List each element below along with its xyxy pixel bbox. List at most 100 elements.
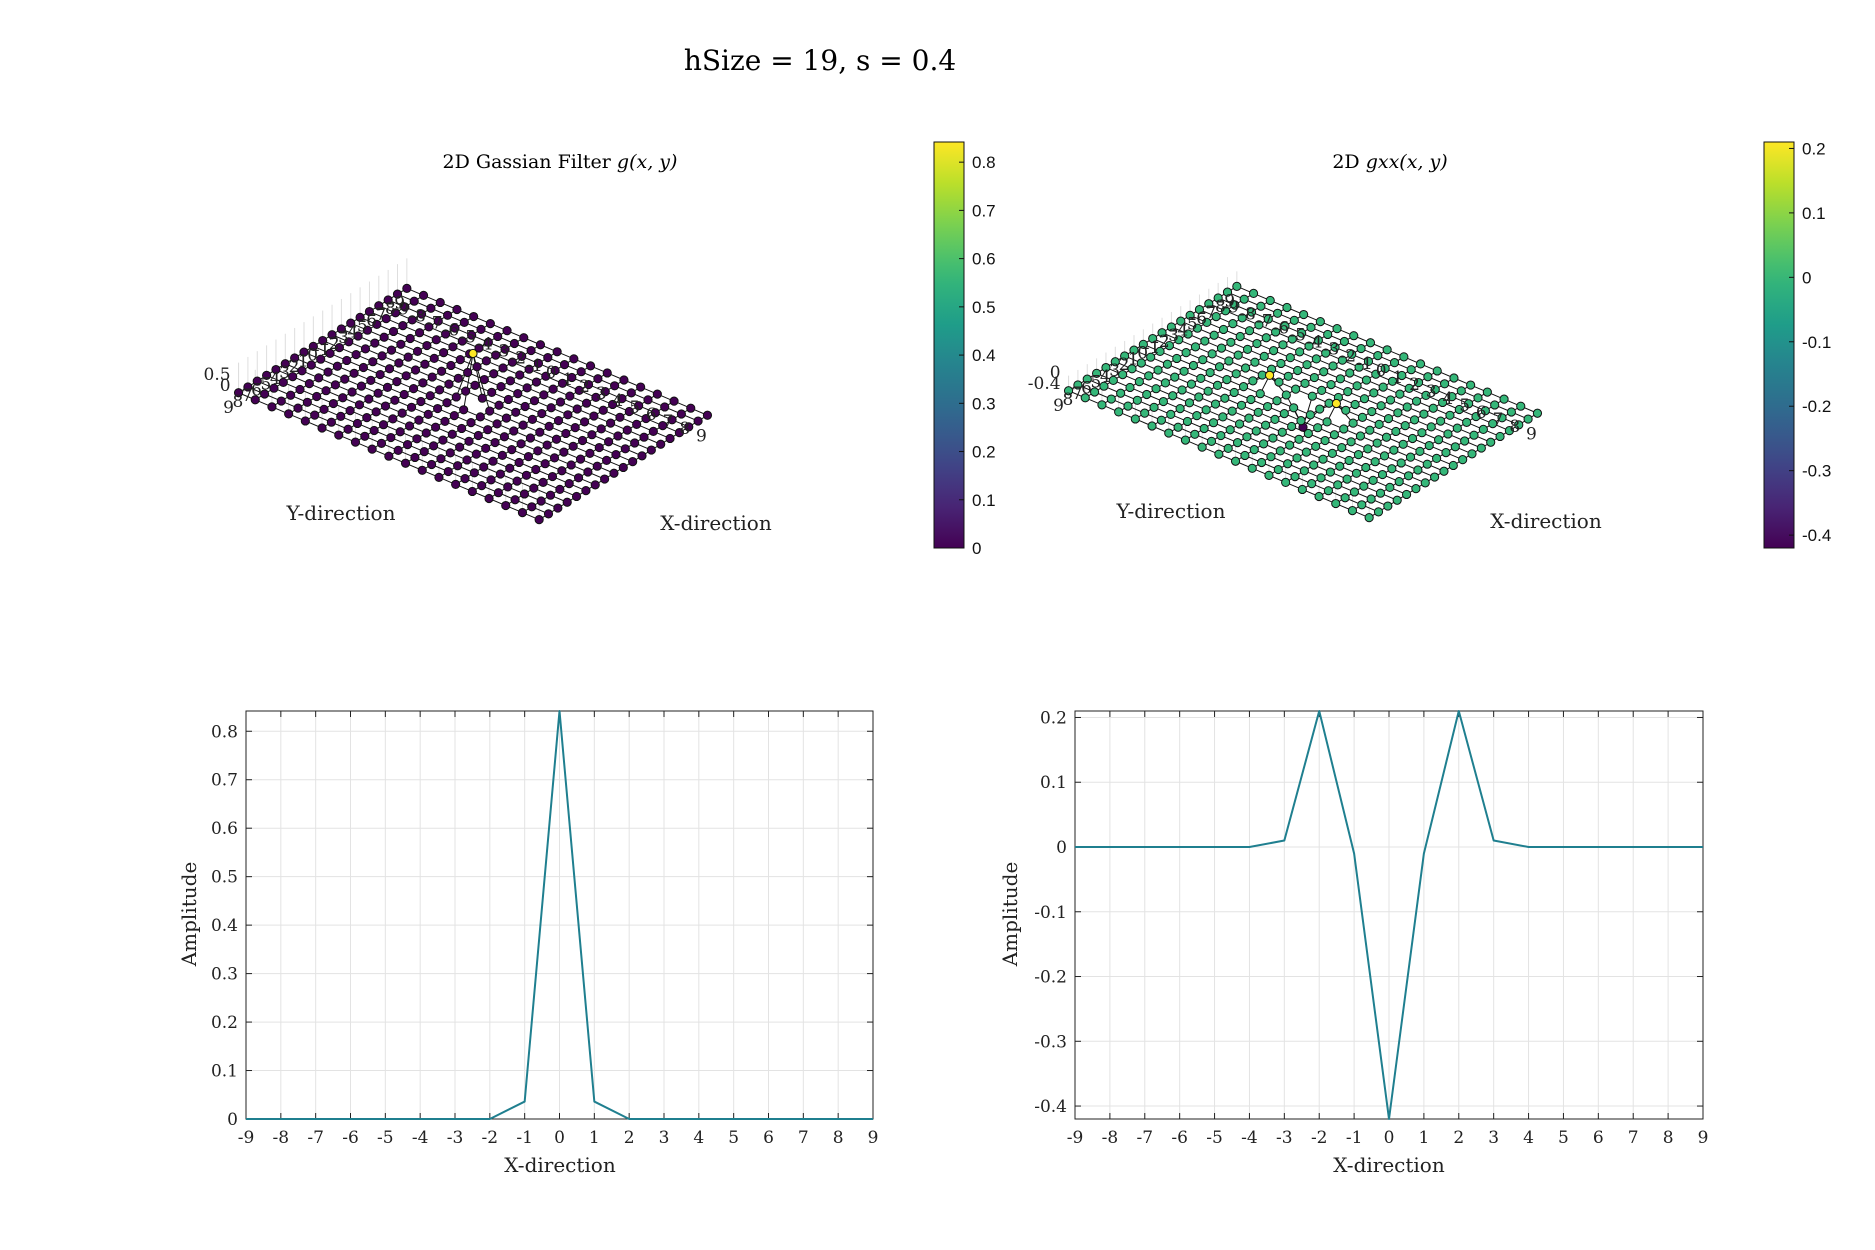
data-point [1106,394,1116,404]
data-point [477,393,487,403]
data-point [1331,498,1341,509]
data-point [1177,385,1187,395]
data-point [602,455,612,465]
data-point [338,393,348,403]
data-point [1196,373,1206,383]
data-point [1327,448,1338,458]
colorbar-tick-label: 0.6 [972,250,996,269]
data-point [1242,432,1252,442]
data-point [1488,419,1498,429]
data-point [1497,413,1507,423]
data-point [435,385,445,395]
data-point [400,302,410,312]
data-point [470,380,480,390]
data-point [1204,299,1214,309]
data-point [1316,473,1326,483]
data-point [399,389,409,400]
x-tick-label: -1 [1356,354,1373,374]
data-point [1202,317,1212,327]
data-point [1339,424,1349,434]
data-point [1504,426,1515,436]
data-point [1108,375,1118,385]
data-point [440,416,450,426]
figure-title: hSize = 19, s = 0.4 [684,44,956,77]
surface-tick-labels: -9-9-8-8-7-7-6-6-5-5-4-4-3-3-2-2-1-10011… [204,293,707,446]
data-point [330,380,340,390]
data-point [567,372,577,383]
data-point [1274,377,1284,387]
data-point [308,341,318,351]
surface-ylabel: Y-direction [286,501,396,525]
data-point [1359,394,1370,404]
x-tick-label: 8 [679,419,690,439]
data-point [1266,452,1276,462]
data-point [358,362,369,373]
data-point [1265,370,1275,380]
data-point [1436,416,1446,426]
data-point [1347,506,1358,516]
data-point [404,421,415,431]
data-point [546,403,556,413]
data-point [1259,439,1269,449]
line-xlabel: X-direction [504,1153,616,1177]
x-tick-label: 2 [624,1128,635,1148]
data-point [1462,417,1472,427]
data-point [459,317,469,327]
y-tick-label: 4 [1100,367,1111,387]
data-point [1430,472,1440,482]
x-tick-label: -3 [493,342,510,362]
data-point [312,391,322,402]
data-point [1376,401,1386,411]
data-point [483,425,493,435]
data-point [334,343,344,353]
x-tick-label: 1 [1418,1128,1429,1148]
y-tick-label: 0 [1137,344,1148,364]
data-point [1413,465,1423,475]
data-point [1337,355,1348,365]
data-point [1423,372,1433,382]
data-point [462,455,472,465]
data-point [552,347,562,357]
x-tick-label: -2 [1339,347,1356,367]
data-point [356,381,367,391]
data-point [1279,409,1289,419]
data-point [1211,312,1221,322]
data-point [1456,386,1466,396]
data-point [346,318,356,328]
data-point [469,311,479,322]
data-point [1092,368,1102,378]
data-point [1218,324,1229,335]
x-tick-label: 0 [1376,361,1387,381]
data-point [1449,373,1459,383]
x-tick-label: 8 [1509,417,1520,437]
data-point [1275,446,1285,456]
data-point [577,435,588,446]
data-point [1328,361,1338,371]
data-point [250,395,260,405]
data-point [1343,387,1353,397]
data-point [1291,384,1301,394]
x-tick-label: -8 [1102,1128,1119,1148]
x-tick-label: 9 [1526,424,1537,444]
data-point [1363,444,1373,454]
data-point [563,410,573,420]
x-tick-label: 4 [693,1128,704,1148]
data-point [452,304,462,315]
data-point [1182,416,1193,427]
y-tick-label: -5 [351,317,368,337]
y-tick-label: 0.5 [211,868,238,888]
line-ylabel: Amplitude [998,862,1022,968]
data-point [1514,420,1524,430]
data-point [459,405,469,415]
data-point [1368,475,1378,485]
data-point [252,376,262,386]
data-point [271,364,281,375]
data-point [515,370,525,380]
data-point [641,413,651,424]
x-tick-label: 5 [1459,396,1470,416]
data-point [1268,433,1278,443]
data-point [1252,338,1262,349]
data-point [656,439,666,449]
data-point [1271,327,1281,337]
data-point [460,474,470,484]
